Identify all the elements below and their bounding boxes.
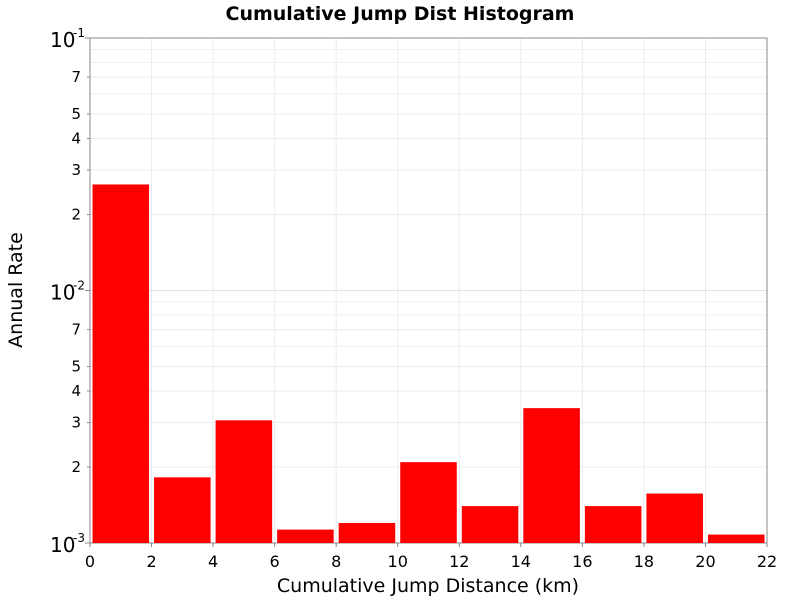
x-tick-label: 4 (208, 552, 218, 571)
y-axis-label: Annual Rate (5, 232, 27, 348)
histogram-bar (646, 493, 703, 543)
y-major-tick-base: 10 (50, 28, 75, 52)
y-major-tick-exponent: -2 (73, 279, 85, 293)
y-minor-tick-label: 4 (71, 129, 81, 147)
y-major-tick-label: 10-2 (50, 279, 85, 305)
y-major-tick-base: 10 (50, 281, 75, 305)
x-tick-label: 18 (634, 552, 654, 571)
x-tick-label: 14 (511, 552, 531, 571)
x-tick-label: 22 (757, 552, 777, 571)
y-minor-tick-label: 4 (71, 382, 81, 400)
histogram-bar (584, 506, 642, 543)
x-tick-label: 2 (146, 552, 156, 571)
histogram-bar (461, 506, 519, 543)
histogram-bar (154, 477, 211, 543)
y-minor-tick-label: 3 (71, 414, 81, 432)
x-tick-label: 12 (449, 552, 469, 571)
y-minor-tick-label: 5 (71, 105, 81, 123)
histogram-bar (277, 529, 334, 543)
y-major-tick-base: 10 (50, 533, 75, 557)
histogram-bar (523, 408, 580, 543)
y-major-tick-label: 10-1 (50, 26, 85, 52)
histogram-bar (92, 184, 150, 543)
x-tick-label: 10 (388, 552, 408, 571)
y-minor-tick-label: 2 (71, 458, 81, 476)
histogram-bar (338, 523, 396, 543)
x-tick-label: 6 (270, 552, 280, 571)
x-tick-label: 20 (695, 552, 715, 571)
y-minor-tick-label: 7 (71, 68, 81, 86)
y-minor-tick-label: 7 (71, 321, 81, 339)
histogram-bar (215, 420, 273, 543)
bars (92, 184, 765, 543)
y-major-tick-exponent: -3 (73, 531, 85, 545)
y-major-tick-label: 10-3 (50, 531, 85, 557)
chart-title: Cumulative Jump Dist Histogram (226, 3, 575, 25)
x-axis-label: Cumulative Jump Distance (km) (277, 575, 579, 597)
y-minor-tick-label: 5 (71, 358, 81, 376)
x-tick-label: 8 (331, 552, 341, 571)
x-tick-label: 16 (572, 552, 592, 571)
histogram-bar (707, 534, 765, 543)
x-tick-label: 0 (85, 552, 95, 571)
y-major-tick-exponent: -1 (73, 26, 85, 40)
x-axis-ticks: 0 2 4 6 8 10 12 14 16 18 20 22 (85, 543, 777, 571)
histogram-bar (400, 462, 457, 543)
y-minor-tick-label: 3 (71, 161, 81, 179)
y-minor-tick-label: 2 (71, 205, 81, 223)
